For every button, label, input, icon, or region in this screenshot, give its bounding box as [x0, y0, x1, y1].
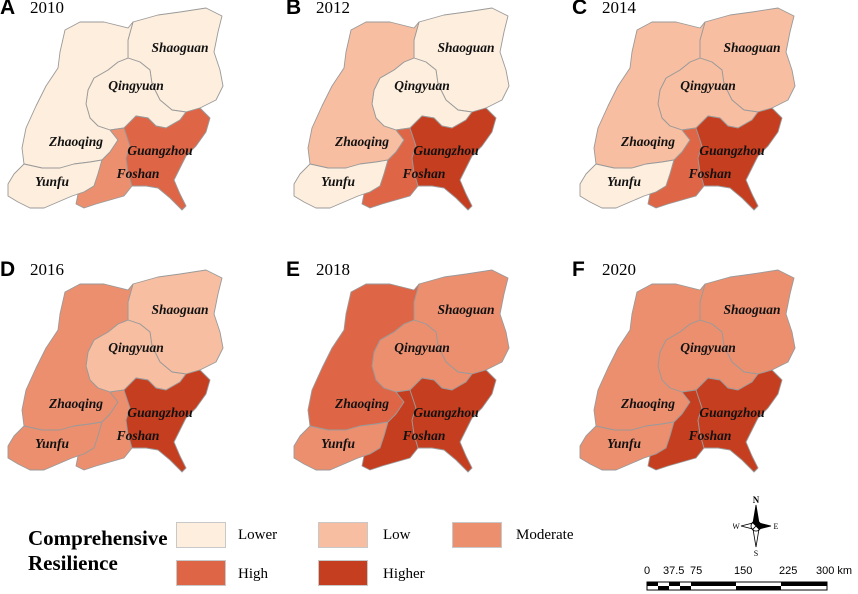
region-label-zhaoqing: Zhaoqing: [620, 134, 675, 149]
legend-label-higher: Higher: [383, 566, 425, 582]
choropleth-map: Shaoguan Qingyuan Zhaoqing Yunfu Foshan Guang…: [579, 7, 796, 211]
region-guangzhou: [695, 369, 783, 473]
region-label-zhaoqing: Zhaoqing: [48, 396, 103, 411]
region-guangzhou: [409, 107, 497, 211]
scale-tick-label: 0: [644, 565, 651, 577]
legend-swatch-higher: [318, 560, 368, 586]
region-label-qingyuan: Qingyuan: [394, 78, 450, 93]
region-label-yunfu: Yunfu: [321, 436, 356, 451]
panel-letter: F: [572, 258, 585, 281]
region-guangzhou: [123, 369, 211, 473]
scale-tick-label: 225: [779, 565, 798, 577]
region-label-yunfu: Yunfu: [321, 174, 356, 189]
panel-letter: A: [0, 0, 16, 19]
region-label-shaoguan: Shaoguan: [151, 302, 208, 317]
scale-bar: 0 37.5 75 150 225 300 km: [636, 565, 858, 594]
region-guangzhou: [409, 369, 497, 473]
region-label-shaoguan: Shaoguan: [437, 302, 494, 317]
region-guangzhou: [695, 107, 783, 211]
region-label-foshan: Foshan: [402, 166, 446, 181]
region-label-guangzhou: Guangzhou: [699, 143, 765, 158]
choropleth-map: Shaoguan Qingyuan Zhaoqing Yunfu Foshan Guang…: [293, 269, 510, 473]
region-label-guangzhou: Guangzhou: [413, 405, 479, 420]
region-label-zhaoqing: Zhaoqing: [334, 396, 389, 411]
region-label-qingyuan: Qingyuan: [680, 78, 736, 93]
panel-year: 2018: [316, 260, 350, 279]
region-label-zhaoqing: Zhaoqing: [48, 134, 103, 149]
region-label-yunfu: Yunfu: [35, 174, 70, 189]
region-label-foshan: Foshan: [688, 166, 732, 181]
legend-swatch-low: [318, 522, 368, 548]
choropleth-map: Shaoguan Qingyuan Zhaoqing Yunfu Foshan Guang…: [7, 7, 224, 211]
region-label-guangzhou: Guangzhou: [699, 405, 765, 420]
map-panel-a: A 2010 Shaoguan Qingyuan Zhaoqing Yunfu Fosh…: [0, 0, 286, 250]
map-legend: Comprehensive Resilience Lower Low Moder…: [0, 510, 600, 594]
region-label-yunfu: Yunfu: [607, 436, 642, 451]
legend-label-lower: Lower: [238, 527, 278, 543]
map-panel-d: D 2016 Shaoguan Qingyuan Zhaoqing Yunfu Fosh…: [0, 258, 286, 512]
legend-title-line: Resilience: [28, 551, 118, 575]
map-panel-c: C 2014 Shaoguan Qingyuan Zhaoqing Yunfu Fosh…: [572, 0, 858, 250]
panel-year: 2020: [602, 260, 636, 279]
panel-year: 2012: [316, 0, 350, 17]
choropleth-map: Shaoguan Qingyuan Zhaoqing Yunfu Foshan Guang…: [293, 7, 510, 211]
panel-year: 2014: [602, 0, 636, 17]
legend-swatch-high: [176, 560, 226, 586]
map-panel-f: F 2020 Shaoguan Qingyuan Zhaoqing Yunfu Fosh…: [572, 258, 858, 512]
panel-letter: C: [572, 0, 588, 19]
panel-letter: D: [0, 258, 16, 281]
region-label-foshan: Foshan: [402, 428, 446, 443]
compass-e: E: [774, 522, 779, 531]
region-label-shaoguan: Shaoguan: [151, 40, 208, 55]
region-label-guangzhou: Guangzhou: [127, 405, 193, 420]
panel-letter: B: [286, 0, 302, 19]
region-label-zhaoqing: Zhaoqing: [334, 134, 389, 149]
region-label-yunfu: Yunfu: [35, 436, 70, 451]
region-label-qingyuan: Qingyuan: [680, 340, 736, 355]
region-label-guangzhou: Guangzhou: [413, 143, 479, 158]
region-label-foshan: Foshan: [116, 166, 160, 181]
region-guangzhou: [123, 107, 211, 211]
choropleth-map: Shaoguan Qingyuan Zhaoqing Yunfu Foshan Guang…: [579, 269, 796, 473]
region-label-shaoguan: Shaoguan: [723, 40, 780, 55]
map-panel-b: B 2012 Shaoguan Qingyuan Zhaoqing Yunfu Fosh…: [286, 0, 572, 250]
region-label-qingyuan: Qingyuan: [108, 78, 164, 93]
legend-title-line: Comprehensive: [28, 526, 168, 550]
panel-year: 2010: [30, 0, 64, 17]
region-label-zhaoqing: Zhaoqing: [620, 396, 675, 411]
compass-s: S: [754, 549, 758, 558]
legend-label-moderate: Moderate: [516, 527, 574, 543]
scale-tick-label: 37.5: [663, 565, 685, 577]
legend-label-low: Low: [383, 527, 411, 543]
region-label-qingyuan: Qingyuan: [108, 340, 164, 355]
compass-n: N: [753, 495, 760, 505]
region-label-foshan: Foshan: [116, 428, 160, 443]
panel-letter: E: [286, 258, 301, 281]
scale-tick-label: 150: [734, 565, 753, 577]
region-label-guangzhou: Guangzhou: [127, 143, 193, 158]
scale-tick-label: 75: [690, 565, 703, 577]
scale-bar-graphic: [646, 581, 828, 591]
legend-title: Comprehensive Resilience: [28, 526, 168, 576]
scale-tick-label: 300 km: [816, 565, 853, 577]
legend-swatch-lower: [176, 522, 226, 548]
region-label-qingyuan: Qingyuan: [394, 340, 450, 355]
north-arrow-icon: N S W E: [733, 495, 779, 558]
region-label-yunfu: Yunfu: [607, 174, 642, 189]
choropleth-map: Shaoguan Qingyuan Zhaoqing Yunfu Foshan Guang…: [7, 269, 224, 473]
panel-year: 2016: [30, 260, 64, 279]
legend-label-high: High: [238, 566, 268, 582]
map-panel-e: E 2018 Shaoguan Qingyuan Zhaoqing Yunfu Fosh…: [286, 258, 572, 512]
region-label-foshan: Foshan: [688, 428, 732, 443]
legend-swatch-moderate: [452, 522, 502, 548]
compass-w: W: [733, 522, 740, 531]
region-label-shaoguan: Shaoguan: [723, 302, 780, 317]
region-label-shaoguan: Shaoguan: [437, 40, 494, 55]
